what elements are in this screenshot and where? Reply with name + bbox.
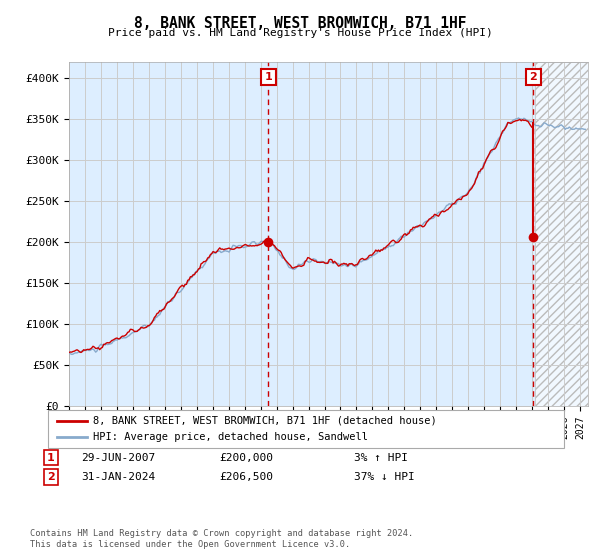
Text: 31-JAN-2024: 31-JAN-2024: [81, 472, 155, 482]
Text: 37% ↓ HPI: 37% ↓ HPI: [354, 472, 415, 482]
Text: 2: 2: [530, 72, 537, 82]
Text: Price paid vs. HM Land Registry's House Price Index (HPI): Price paid vs. HM Land Registry's House …: [107, 28, 493, 38]
Text: 8, BANK STREET, WEST BROMWICH, B71 1HF (detached house): 8, BANK STREET, WEST BROMWICH, B71 1HF (…: [93, 416, 437, 426]
Text: 1: 1: [47, 452, 55, 463]
Text: 8, BANK STREET, WEST BROMWICH, B71 1HF: 8, BANK STREET, WEST BROMWICH, B71 1HF: [134, 16, 466, 31]
Text: 3% ↑ HPI: 3% ↑ HPI: [354, 452, 408, 463]
Text: Contains HM Land Registry data © Crown copyright and database right 2024.
This d: Contains HM Land Registry data © Crown c…: [30, 529, 413, 549]
Text: 2: 2: [47, 472, 55, 482]
Text: HPI: Average price, detached house, Sandwell: HPI: Average price, detached house, Sand…: [93, 432, 368, 442]
Text: 29-JUN-2007: 29-JUN-2007: [81, 452, 155, 463]
Text: 1: 1: [265, 72, 272, 82]
Text: £200,000: £200,000: [219, 452, 273, 463]
Text: £206,500: £206,500: [219, 472, 273, 482]
